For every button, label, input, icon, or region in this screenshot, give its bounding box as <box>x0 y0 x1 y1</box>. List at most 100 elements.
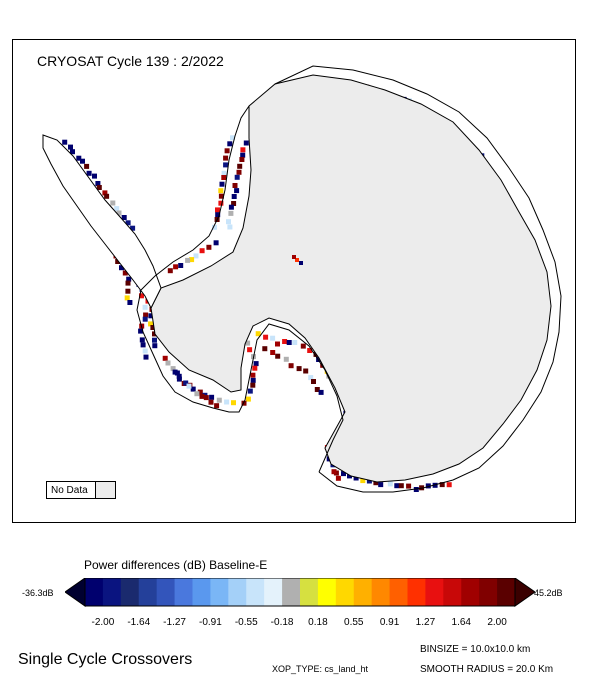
crossover-bin <box>122 270 128 276</box>
colorbar-swatch <box>174 578 193 606</box>
crossover-bin <box>245 340 251 346</box>
colorbar-tick-label: -0.55 <box>234 617 258 628</box>
colorbar-title: Power differences (dB) Baseline-E <box>84 558 268 572</box>
crossover-bin <box>240 147 246 153</box>
crossover-bin <box>197 389 203 395</box>
colorbar-swatch <box>425 578 444 606</box>
crossover-bin <box>314 387 320 392</box>
crossover-bin <box>227 141 233 147</box>
crossover-bin <box>228 204 234 210</box>
crossover-bin <box>213 240 219 246</box>
crossover-bin <box>215 207 220 213</box>
crossover-bin <box>172 369 178 375</box>
crossover-bin <box>406 483 412 489</box>
colorbar-tick-label: 0.55 <box>344 617 364 628</box>
colorbar-swatch <box>228 578 247 606</box>
crossover-bin <box>263 334 269 340</box>
crossover-bin <box>439 482 445 488</box>
crossover-bin <box>224 148 230 154</box>
crossover-bin <box>432 482 438 488</box>
crossover-bin <box>307 348 313 353</box>
crossover-bin <box>303 368 309 374</box>
crossover-bin <box>62 139 68 145</box>
crossover-bin <box>95 181 101 186</box>
crossover-bin <box>318 389 324 395</box>
crossover-bin <box>102 190 108 196</box>
crossover-bin <box>183 380 189 386</box>
crossover-bin <box>353 475 359 481</box>
crossover-bin <box>394 483 400 489</box>
crossover-bin <box>239 157 245 162</box>
antarctica-landmass <box>150 74 552 483</box>
colorbar-swatch <box>138 578 158 606</box>
map-frame: CRYOSAT Cycle 139 : 2/2022 No Data <box>12 39 576 523</box>
crossover-bin <box>139 337 145 343</box>
crossover-bin <box>347 473 352 479</box>
colorbar-tick-label: -1.27 <box>163 617 186 628</box>
crossover-bin <box>218 188 224 194</box>
crossover-bin <box>173 264 179 270</box>
crossover-bin <box>240 152 246 158</box>
crossover-bin <box>139 293 144 299</box>
colorbar-tick-label: 1.64 <box>451 617 471 628</box>
crossover-bin <box>218 193 224 199</box>
south-pole-marker <box>292 255 303 265</box>
crossover-bin <box>252 365 258 371</box>
antarctica-map <box>42 65 562 493</box>
crossover-bin <box>178 263 184 268</box>
coastline <box>136 105 250 413</box>
crossover-bin <box>165 360 171 366</box>
crossover-bin <box>86 170 92 176</box>
colorbar-swatch <box>407 578 426 606</box>
crossover-bin <box>96 185 102 190</box>
crossover-bin <box>250 382 256 388</box>
crossover-bin <box>130 225 136 231</box>
crossover-bin <box>212 224 217 230</box>
crossover-bin <box>125 220 131 226</box>
crossover-bin <box>221 170 227 176</box>
crossover-bin <box>232 183 238 188</box>
crossover-bin <box>275 341 280 347</box>
crossover-bin <box>138 328 144 334</box>
no-data-legend: No Data <box>46 481 116 499</box>
crossover-bin <box>127 300 133 305</box>
crossover-bin <box>209 394 215 400</box>
crossover-bin <box>219 181 225 187</box>
crossover-bin <box>193 253 199 259</box>
crossover-bin <box>241 400 247 406</box>
crossover-bin <box>223 162 229 168</box>
crossover-bin <box>162 355 168 361</box>
crossover-bin <box>250 372 256 378</box>
colorbar-swatch <box>353 578 373 606</box>
colorbar-border <box>84 578 516 607</box>
crossover-bin <box>115 259 121 264</box>
crossover-bin <box>253 361 259 367</box>
crossover-bin <box>214 403 220 409</box>
crossover-bin <box>366 478 372 484</box>
crossover-bin <box>234 188 240 194</box>
crossover-bin <box>140 342 146 348</box>
colorbar-swatch <box>120 578 140 606</box>
colorbar-swatch <box>317 578 337 606</box>
colorbar-swatch <box>246 578 265 606</box>
colorbar-tick-label: 0.91 <box>379 617 400 628</box>
colorbar-tick-label: -2.00 <box>91 617 115 628</box>
antarctic-peninsula <box>42 134 162 310</box>
crossover-bin <box>208 399 214 405</box>
crossover-bin <box>194 391 200 397</box>
crossover-bin <box>223 155 229 161</box>
crossover-bin <box>84 163 90 169</box>
colorbar-tick-label: -0.91 <box>199 617 222 628</box>
crossover-bin <box>215 212 221 218</box>
crossover-bin <box>360 478 366 484</box>
crossover-bin <box>218 200 224 206</box>
crossover-bin <box>170 366 176 372</box>
crossover-bin <box>446 482 452 488</box>
crossover-bin <box>104 193 110 199</box>
map-title: CRYOSAT Cycle 139 : 2/2022 <box>37 53 224 69</box>
crossover-bin <box>255 331 261 337</box>
crossover-bin <box>283 356 289 362</box>
colorbar-swatch <box>282 578 301 606</box>
colorbar-swatch <box>300 578 319 606</box>
crossover-bin <box>282 339 288 344</box>
